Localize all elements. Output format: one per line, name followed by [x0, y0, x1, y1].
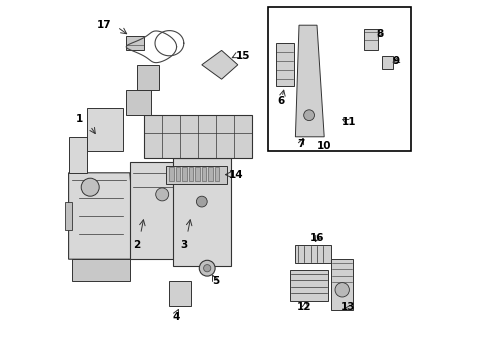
- Circle shape: [204, 265, 211, 272]
- Polygon shape: [170, 167, 174, 181]
- Polygon shape: [364, 29, 378, 50]
- Polygon shape: [137, 65, 159, 90]
- Polygon shape: [382, 56, 392, 69]
- Text: 13: 13: [341, 302, 355, 312]
- Polygon shape: [295, 245, 331, 263]
- Text: 2: 2: [133, 240, 141, 250]
- Polygon shape: [182, 167, 187, 181]
- FancyBboxPatch shape: [281, 238, 411, 331]
- Circle shape: [199, 260, 215, 276]
- FancyBboxPatch shape: [269, 7, 411, 151]
- Circle shape: [304, 110, 315, 121]
- Text: 7: 7: [297, 139, 304, 149]
- Polygon shape: [202, 50, 238, 79]
- Text: 9: 9: [392, 56, 400, 66]
- Polygon shape: [166, 166, 227, 184]
- Polygon shape: [189, 167, 193, 181]
- Polygon shape: [126, 90, 151, 115]
- Polygon shape: [126, 36, 144, 50]
- Polygon shape: [176, 167, 180, 181]
- Polygon shape: [65, 202, 72, 230]
- Polygon shape: [87, 108, 122, 151]
- Text: 16: 16: [310, 233, 324, 243]
- Text: 1: 1: [76, 114, 83, 124]
- Text: 14: 14: [229, 170, 244, 180]
- Text: 4: 4: [173, 312, 180, 322]
- Polygon shape: [295, 25, 324, 137]
- Text: 3: 3: [180, 240, 188, 250]
- Circle shape: [81, 178, 99, 196]
- Circle shape: [196, 196, 207, 207]
- Polygon shape: [331, 259, 353, 310]
- Text: 5: 5: [213, 276, 220, 286]
- Polygon shape: [196, 167, 199, 181]
- Text: 8: 8: [376, 29, 384, 39]
- Text: 12: 12: [297, 302, 312, 312]
- Polygon shape: [69, 173, 137, 259]
- Circle shape: [335, 283, 349, 297]
- Polygon shape: [72, 259, 130, 281]
- Circle shape: [156, 188, 169, 201]
- Polygon shape: [69, 137, 87, 173]
- Polygon shape: [170, 281, 191, 306]
- Polygon shape: [144, 115, 252, 158]
- Text: 6: 6: [277, 96, 285, 106]
- Polygon shape: [275, 43, 294, 86]
- Polygon shape: [215, 167, 219, 181]
- Polygon shape: [173, 158, 231, 266]
- Text: 10: 10: [317, 141, 331, 151]
- Text: 11: 11: [342, 117, 357, 127]
- Text: 15: 15: [236, 51, 250, 61]
- Text: 17: 17: [98, 20, 112, 30]
- Polygon shape: [130, 162, 195, 259]
- Polygon shape: [208, 167, 213, 181]
- Polygon shape: [290, 270, 328, 301]
- Polygon shape: [202, 167, 206, 181]
